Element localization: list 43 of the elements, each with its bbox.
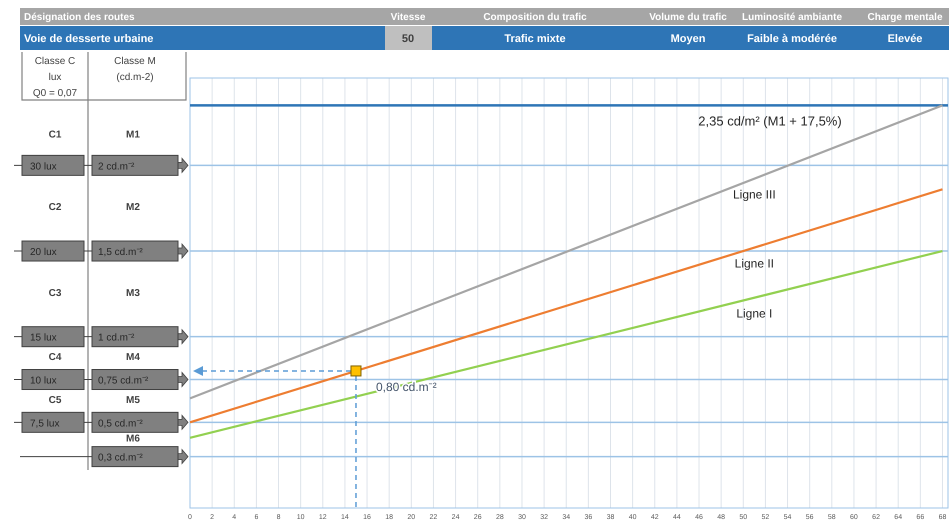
text: Volume du trafic bbox=[649, 12, 728, 23]
text: M2 bbox=[126, 202, 140, 214]
text: Voie de desserte urbaine bbox=[24, 33, 154, 45]
text: C3 bbox=[48, 288, 62, 299]
text: Trafic mixte bbox=[504, 33, 566, 45]
text: Classe M bbox=[114, 56, 156, 67]
text: M4 bbox=[126, 352, 140, 364]
text: M5 bbox=[126, 394, 140, 406]
text: (cd.m-2) bbox=[116, 72, 154, 83]
text: Vitesse bbox=[390, 12, 426, 23]
y-tick-label: 0,75 cd.m⁻² bbox=[98, 376, 149, 387]
text: Classe C bbox=[34, 56, 76, 67]
y-tick-label: 2 cd.m⁻² bbox=[98, 161, 136, 172]
text: Composition du trafic bbox=[483, 12, 588, 23]
y-tick-label: 0,3 cd.m⁻² bbox=[98, 452, 144, 464]
text: Faible à modérée bbox=[747, 33, 837, 45]
text: 20 lux bbox=[30, 247, 57, 258]
text: 30 lux bbox=[30, 161, 57, 172]
text: C5 bbox=[48, 394, 62, 406]
text: M6 bbox=[126, 433, 140, 444]
text: C1 bbox=[48, 129, 62, 140]
text: C4 bbox=[48, 352, 62, 364]
text: Q0 = 0,07 bbox=[32, 88, 78, 99]
y-tick-label: 1 cd.m⁻² bbox=[98, 332, 136, 344]
text: lux bbox=[48, 72, 62, 83]
text: Luminosité ambiante bbox=[742, 12, 842, 23]
text: M3 bbox=[126, 288, 140, 299]
text: Charge mentale bbox=[867, 12, 943, 23]
series-label: Ligne III bbox=[733, 188, 776, 202]
series-label: Ligne II bbox=[734, 256, 774, 271]
y-tick-label: 0,5 cd.m⁻² bbox=[98, 418, 144, 430]
text: M1 bbox=[126, 129, 140, 140]
text: 50 bbox=[402, 33, 414, 45]
text: C2 bbox=[48, 202, 62, 214]
ref-line-label: 2,35 cd/m² (M1 + 17,5%) bbox=[698, 113, 842, 128]
text: 10 lux bbox=[30, 376, 57, 387]
series-label: Ligne I bbox=[736, 306, 772, 321]
text: 15 lux bbox=[30, 332, 57, 344]
y-tick-label: 1,5 cd.m⁻² bbox=[98, 247, 144, 258]
text: Moyen bbox=[670, 33, 706, 45]
text: Désignation des routes bbox=[24, 12, 136, 23]
text: 7,5 lux bbox=[30, 418, 60, 430]
text: Elevée bbox=[888, 33, 922, 45]
